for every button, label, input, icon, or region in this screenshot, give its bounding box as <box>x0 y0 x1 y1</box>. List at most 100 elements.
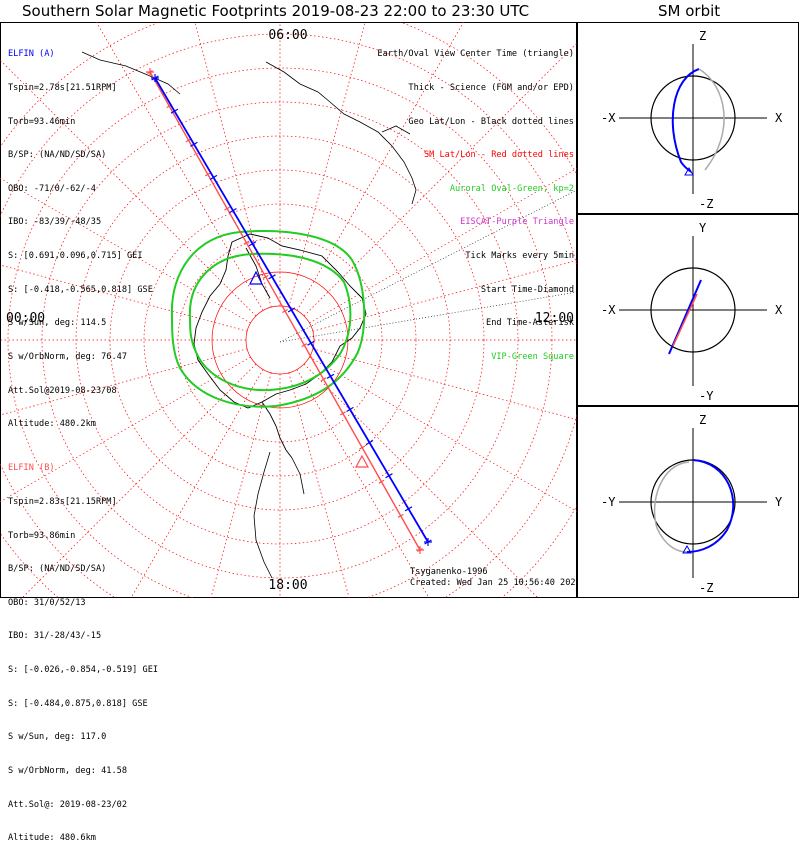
legend: Earth/Oval View Center Time (triangle) T… <box>377 27 574 374</box>
sm-lon-line <box>210 372 272 598</box>
elfin-a-info: ELFIN (A) Tspin=2.78s[21.51RPM] Torb=93.… <box>8 27 153 442</box>
elfin-b-line: Att.Sol@: 2019-08-23/02 <box>8 799 127 810</box>
track-tick <box>204 172 211 177</box>
elfin-b-line: Tspin=2.83s[21.15RPM] <box>8 497 117 508</box>
mlt-label-top: 06:00 <box>268 28 307 43</box>
coastline-antarctica <box>193 233 367 459</box>
elfin-a-line: S: [-0.418,-0.565,0.818] GSE <box>8 284 153 295</box>
track-tick <box>301 343 308 348</box>
elfin-b-footprint-track <box>146 68 424 554</box>
legend-item: SM Lat/Lon - Red dotted lines <box>423 150 574 161</box>
track-tick <box>346 406 354 412</box>
legend-item: EISCAT-Purple Triangle <box>460 217 574 228</box>
track-tick <box>397 513 404 518</box>
sm-lon-line <box>288 22 366 308</box>
track-tick <box>326 373 335 379</box>
track-tick <box>224 206 231 211</box>
track-tick <box>209 174 218 180</box>
orbit-axis-down: -Y <box>699 389 714 403</box>
elfin-a-line: S w/Sun, deg: 114.5 <box>8 318 107 329</box>
orbit-b-path <box>672 293 698 347</box>
orbit-b-path <box>653 461 690 553</box>
legend-item: Tick Marks every 5min <box>465 251 574 262</box>
orbit-panel-title: SM orbit <box>658 2 721 20</box>
orbit-axis-right: X <box>775 111 783 125</box>
legend-item: VIP-Green Square <box>491 351 574 362</box>
sm-lat-circle <box>75 135 485 545</box>
sm-lon-line <box>0 348 248 416</box>
orbit-axis-right: Y <box>775 495 783 509</box>
orbit-axis-down: -Z <box>699 197 713 211</box>
track-tick <box>359 445 366 450</box>
sm-lon-line <box>309 168 577 324</box>
center-time-marker-a <box>249 270 263 285</box>
elfin-b-info: ELFIN (B) Tspin=2.83s[21.15RPM] Torb=93.… <box>8 441 158 856</box>
orbit-axis-left: -X <box>601 303 616 317</box>
track-tick <box>170 108 179 114</box>
page-title: Southern Solar Magnetic Footprints 2019-… <box>22 2 530 20</box>
mlt-label-left: 00:00 <box>6 311 45 326</box>
sm-lat-circle <box>7 67 553 598</box>
sm-lon-line <box>296 22 465 311</box>
sm-lon-line <box>312 260 577 332</box>
elfin-a-line: B/SP: (NA/ND/SD/SA) <box>8 150 107 161</box>
sm-lon-line <box>0 356 251 503</box>
sm-lon-line <box>312 348 577 420</box>
elfin-b-line: S: [-0.026,-0.854,-0.519] GEI <box>8 665 159 676</box>
sm-lon-line <box>288 372 350 598</box>
elfin-a-line: Torb=93.46min <box>8 116 76 127</box>
sm-lon-line <box>303 42 577 317</box>
legend-item: Earth/Oval View Center Time (triangle) <box>377 49 574 60</box>
track-tick <box>365 440 374 446</box>
elfin-b-header: ELFIN (B) <box>8 463 55 474</box>
orbit-axis-down: -Z <box>699 581 713 595</box>
track-tick <box>268 274 276 280</box>
track-tick <box>307 340 315 346</box>
sm-lon-line <box>309 356 577 512</box>
orbit-axis-up: Z <box>699 413 706 427</box>
sm-lon-line <box>95 22 264 311</box>
track-tick <box>262 274 269 279</box>
elfin-a-line: IBO: -83/39/-48/35 <box>8 217 102 228</box>
track-tick <box>248 241 257 247</box>
elfin-b-line: S: [-0.484,0.875,0.818] GSE <box>8 698 148 709</box>
orbit-axis-right: X <box>775 303 783 317</box>
sm-lon-line <box>0 264 248 332</box>
orbit-panel-xy: Y -Y -X X <box>577 214 799 406</box>
elfin-b-line: Torb=93.86min <box>8 530 76 541</box>
orbit-a-triangle <box>682 544 692 554</box>
center-time-marker-b <box>354 454 370 468</box>
sm-lon-line <box>296 369 430 598</box>
model-credit: Tsyganenko-1996 <box>410 567 488 577</box>
sm-lat-circle <box>143 203 417 477</box>
elfin-a-line: S: [0.691,0.096,0.715] GEI <box>8 251 143 262</box>
coastline-continents <box>81 51 417 579</box>
mlt-labels: 06:00 18:00 00:00 12:00 <box>6 28 574 593</box>
elfin-a-line: S w/OrbNorm, deg: 76.47 <box>8 351 127 362</box>
elfin-b-line: IBO: 31/-28/43/-15 <box>8 631 102 642</box>
track-tick <box>320 377 327 382</box>
sm-orbit-panels: Z -Z -X X Y -Y -X X Z -Z <box>577 22 799 598</box>
legend-item: Auroral Oval-Green, kp=2 <box>449 183 574 194</box>
elfin-a-line: OBO: -71/0/-62/-4 <box>8 183 96 194</box>
auroral-oval <box>170 230 366 408</box>
orbit-axis-up: Z <box>699 29 706 43</box>
sm-lon-line <box>0 59 257 317</box>
elfin-b-line: B/SP: (NA/ND/SD/SA) <box>8 564 107 575</box>
elfin-b-line: S w/Sun, deg: 117.0 <box>8 732 107 743</box>
legend-item: Geo Lat/Lon - Black dotted lines <box>408 116 574 127</box>
orbit-a-triangle <box>684 166 694 176</box>
track-tick <box>404 506 413 512</box>
footprint-polar-plot: 06:00 18:00 00:00 12:00 <box>0 22 577 598</box>
orbit-axis-up: Y <box>699 221 707 235</box>
track-tick <box>282 309 288 313</box>
elfin-b-line: S w/OrbNorm, deg: 41.58 <box>8 765 127 776</box>
track-tick <box>339 411 346 416</box>
mlt-label-bottom: 18:00 <box>268 578 307 593</box>
orbit-panel-xz: Z -Z -X X <box>577 22 799 214</box>
elfin-a-line: Att.Sol@2019-08-23/08 <box>8 385 117 396</box>
geo-latlon-grid <box>279 189 577 343</box>
elfin-a-line: Tspin=2.78s[21.51RPM] <box>8 83 117 94</box>
track-tick <box>190 141 198 147</box>
orbit-panel-yz: Z -Z -Y Y <box>577 406 799 598</box>
